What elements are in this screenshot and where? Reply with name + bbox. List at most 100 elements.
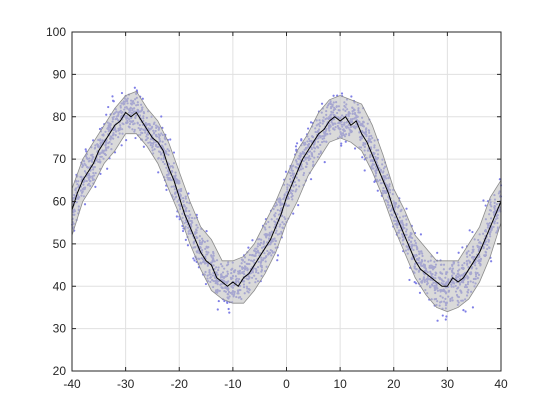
x-tick-label: 10 [333, 377, 347, 391]
scatter-point [184, 238, 187, 241]
scatter-point [193, 259, 196, 262]
scatter-point [340, 92, 344, 95]
mean-line [71, 111, 502, 287]
scatter-point [462, 309, 465, 312]
scatter-point [125, 139, 128, 142]
scatter-point [105, 113, 108, 116]
scatter-point [363, 169, 366, 172]
scatter-point [340, 144, 343, 147]
scatter-point [247, 246, 250, 249]
y-tick-label: 60 [53, 195, 67, 209]
x-tick-label: -10 [224, 377, 242, 391]
scatter-point [344, 140, 347, 143]
scatter-point [120, 144, 123, 147]
scatter-point [353, 147, 357, 150]
scatter-point [83, 203, 87, 206]
scatter-point [307, 127, 310, 130]
scatter-point [309, 121, 313, 124]
scatter-point [94, 185, 97, 188]
scatter-point [172, 151, 176, 154]
scatter-point [165, 188, 168, 191]
scatter-point [107, 105, 110, 109]
x-tick-label: 0 [283, 377, 290, 391]
scatter-point [405, 207, 408, 210]
scatter-point [276, 259, 279, 262]
scatter-point [468, 229, 471, 232]
y-tick-label: 80 [53, 110, 67, 124]
scatter-point [276, 254, 280, 257]
scatter-point [471, 306, 475, 309]
scatter-point [408, 278, 411, 282]
scatter-point [320, 102, 324, 105]
x-tick-label: 40 [494, 377, 508, 391]
scatter-point [436, 319, 439, 322]
scatter-point [133, 86, 136, 89]
y-tick-label: 70 [53, 152, 67, 166]
scatter-point [99, 172, 102, 175]
scatter-point [111, 95, 114, 98]
scatter-point [142, 145, 145, 148]
scatter-point [227, 307, 230, 311]
x-tick-label: 30 [441, 377, 455, 391]
scatter-point [187, 192, 190, 195]
scatter-point [228, 311, 231, 314]
scatter-point [340, 142, 343, 145]
scatter-point [295, 142, 299, 145]
scatter-point [120, 91, 124, 95]
scatter-point [461, 246, 464, 249]
scatter-point [332, 94, 335, 97]
scatter-point [436, 251, 439, 254]
scatter-point [471, 230, 474, 234]
scatter-point [216, 308, 219, 311]
x-tick-label: 20 [387, 377, 401, 391]
scatter-point [175, 215, 178, 218]
scatter-point [178, 218, 181, 221]
scatter-point [292, 212, 295, 215]
scatter-point [464, 310, 467, 313]
y-tick-label: 50 [53, 237, 67, 251]
scatter-point [204, 282, 208, 286]
scatter-point [300, 139, 303, 142]
x-tick-label: -30 [117, 377, 135, 391]
scatter-point [106, 167, 109, 170]
scatter-point [414, 282, 418, 285]
scatter-point [284, 170, 288, 173]
scatter-point [85, 150, 88, 153]
scatter-point [112, 100, 115, 103]
y-tick-label: 20 [53, 364, 67, 378]
scatter-point [217, 299, 220, 303]
scatter-point [484, 204, 487, 207]
scatter-point [498, 178, 501, 181]
scatter-point [376, 189, 379, 192]
scatter-point [84, 148, 87, 151]
scatter-point [323, 160, 326, 164]
scatter-point [251, 239, 254, 242]
x-tick-label: -20 [171, 377, 189, 391]
scatter-point [141, 97, 144, 100]
scatter-point [192, 257, 195, 260]
x-tick-label: -40 [63, 377, 81, 391]
scatter-point [157, 171, 160, 174]
scatter-point [169, 138, 172, 141]
scatter-point [361, 156, 364, 159]
scatter-point [92, 139, 95, 142]
scatter-point [309, 178, 313, 181]
scatter-point [445, 315, 448, 318]
scatter-point [181, 229, 185, 233]
scatter-point [294, 145, 298, 148]
scatter-point [419, 233, 423, 236]
y-tick-label: 90 [53, 67, 67, 81]
scatter-point [441, 314, 444, 317]
scatter-point [490, 260, 493, 263]
scatter-point [350, 95, 353, 98]
scatter-point [160, 115, 163, 118]
scatter-point [134, 136, 137, 140]
scatter-point [418, 291, 422, 294]
scatter-point [444, 318, 447, 321]
scatter-point [186, 244, 190, 247]
scatter-point [457, 251, 460, 254]
y-tick-label: 30 [53, 322, 67, 336]
scatter-point [482, 199, 485, 202]
